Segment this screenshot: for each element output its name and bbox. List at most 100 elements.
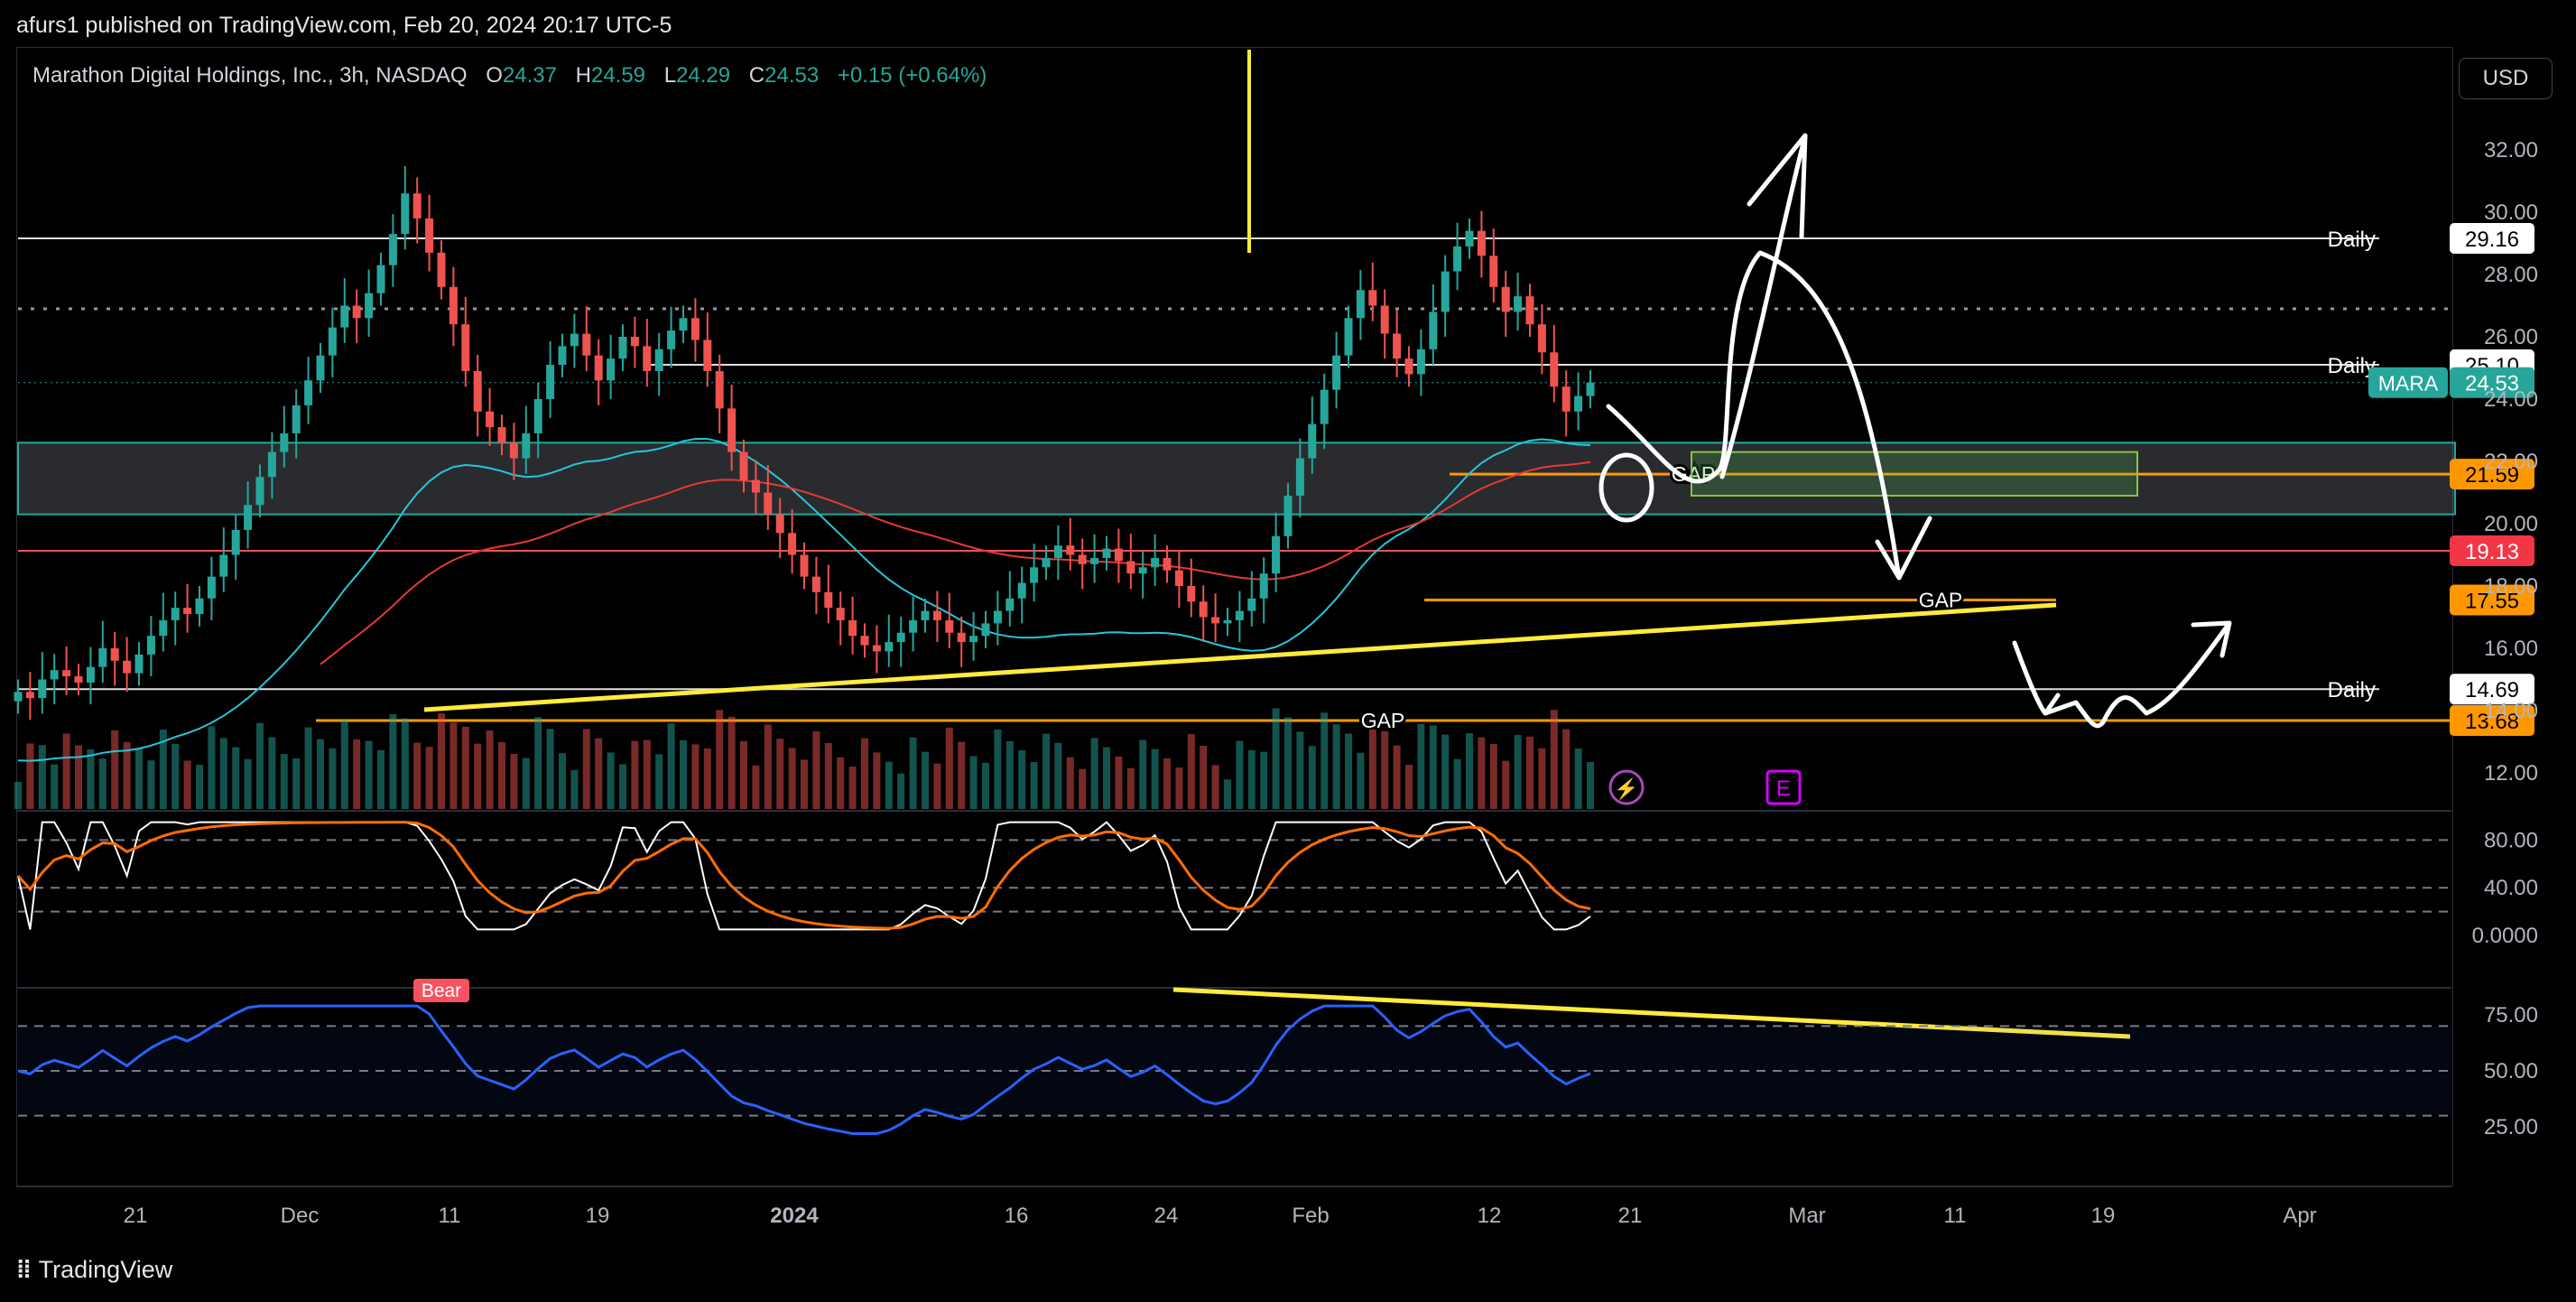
candle-body xyxy=(437,252,446,287)
candle-body xyxy=(715,370,724,409)
candle-body xyxy=(1187,586,1196,602)
candle-body xyxy=(969,636,978,643)
volume-bar xyxy=(1018,750,1026,809)
volume-bar xyxy=(909,737,917,809)
candle-body xyxy=(885,642,894,652)
time-axis-tick: 12 xyxy=(1478,1204,1502,1228)
candle-body xyxy=(461,324,470,371)
currency-button[interactable]: USD xyxy=(2459,58,2553,99)
candle-body xyxy=(352,305,361,319)
price-tag xyxy=(2450,674,2534,705)
volume-bar xyxy=(292,758,301,809)
volume-bar xyxy=(461,727,469,809)
candle-body xyxy=(643,346,652,371)
hand-drawn-bottom-arrow xyxy=(2012,620,2232,729)
volume-bar xyxy=(631,740,639,809)
gap-price-tag xyxy=(2450,584,2534,616)
volume-bar xyxy=(1272,708,1280,809)
candle-body xyxy=(836,608,845,620)
volume-bar xyxy=(570,769,579,809)
candle-body xyxy=(1078,554,1087,564)
volume-bar xyxy=(1079,768,1087,809)
volume-bar xyxy=(788,748,796,809)
symbol-title: Marathon Digital Holdings, Inc., 3h, NAS… xyxy=(32,63,468,88)
volume-bar xyxy=(945,727,953,809)
candle-body xyxy=(304,380,313,405)
tradingview-brand[interactable]: ⁞⁞ TradingView xyxy=(16,1255,172,1284)
candle-body xyxy=(1163,557,1172,571)
candle-body xyxy=(1295,458,1304,496)
volume-bar xyxy=(438,713,445,809)
price-axis-tick: 18.00 xyxy=(2484,574,2538,599)
price-axis-tick: 22.00 xyxy=(2484,450,2538,474)
candle-body xyxy=(909,619,918,633)
candle-body xyxy=(739,451,748,480)
volume-bar xyxy=(1103,747,1110,809)
candle-body xyxy=(932,610,941,620)
candle-body xyxy=(1308,423,1317,459)
candle-body xyxy=(679,318,688,331)
volume-bar xyxy=(1296,731,1304,809)
candle-body xyxy=(618,337,627,359)
candle-body xyxy=(981,623,990,637)
volume-bar xyxy=(885,761,893,809)
volume-bar xyxy=(340,720,348,809)
candle-body xyxy=(62,670,71,677)
volume-bar xyxy=(304,727,312,809)
gap-price-tag xyxy=(2450,705,2534,737)
volume-bar xyxy=(595,738,603,809)
volume-bar xyxy=(643,739,651,809)
time-axis-tick: 11 xyxy=(1944,1204,1967,1228)
volume-bar xyxy=(280,754,288,809)
volume-bar xyxy=(922,751,929,809)
candle-body xyxy=(110,648,119,661)
volume-bar xyxy=(147,760,155,809)
candle-body xyxy=(267,451,276,478)
volume-bar xyxy=(776,739,784,809)
candle-body xyxy=(1489,256,1498,287)
price-tag xyxy=(2450,535,2534,567)
volume-bar xyxy=(98,758,107,809)
candle-body xyxy=(1174,570,1183,586)
volume-bar xyxy=(1211,765,1219,809)
candle-body xyxy=(171,608,180,620)
volume-bar xyxy=(1320,712,1329,809)
candle-body xyxy=(1416,349,1425,375)
candle-body xyxy=(14,692,23,702)
price-tag-label: 19.13 xyxy=(2465,540,2519,564)
candle-body xyxy=(38,679,47,699)
gap-price-tag-label: 17.55 xyxy=(2465,590,2519,614)
candle-body xyxy=(123,660,132,674)
volume-bar xyxy=(365,740,373,809)
candle-body xyxy=(1429,312,1438,349)
candle-body xyxy=(1066,545,1075,555)
symbol-legend[interactable]: Marathon Digital Holdings, Inc., 3h, NAS… xyxy=(32,63,987,88)
publisher-line: afurs1 published on TradingView.com, Feb… xyxy=(16,13,672,38)
volume-bar xyxy=(1090,738,1098,809)
gap-label: GAP xyxy=(1919,589,1963,612)
candle-body xyxy=(159,619,168,637)
candle-body xyxy=(316,355,325,381)
volume-bar xyxy=(752,765,760,809)
volume-bar xyxy=(1550,710,1558,809)
candle-body xyxy=(751,479,760,493)
candle-body xyxy=(764,492,773,515)
brand-name: TradingView xyxy=(38,1255,173,1283)
time-axis-tick: 16 xyxy=(1005,1204,1029,1228)
support-zone xyxy=(17,442,2456,516)
price-axis-tick: 14.00 xyxy=(2484,699,2538,723)
volume-bar xyxy=(1489,744,1497,809)
candle-body xyxy=(98,648,107,667)
volume-bar xyxy=(764,724,772,809)
price-tag-label: 29.16 xyxy=(2465,228,2519,252)
candle-body xyxy=(497,427,506,443)
volume-bar xyxy=(1247,749,1256,809)
volume-bar xyxy=(498,742,505,809)
volume-bar xyxy=(1453,758,1461,809)
candle-body xyxy=(1586,382,1595,396)
candle-body xyxy=(570,333,579,347)
candle-body xyxy=(1525,296,1534,325)
volume-bar xyxy=(740,740,747,809)
volume-bar xyxy=(582,729,590,809)
